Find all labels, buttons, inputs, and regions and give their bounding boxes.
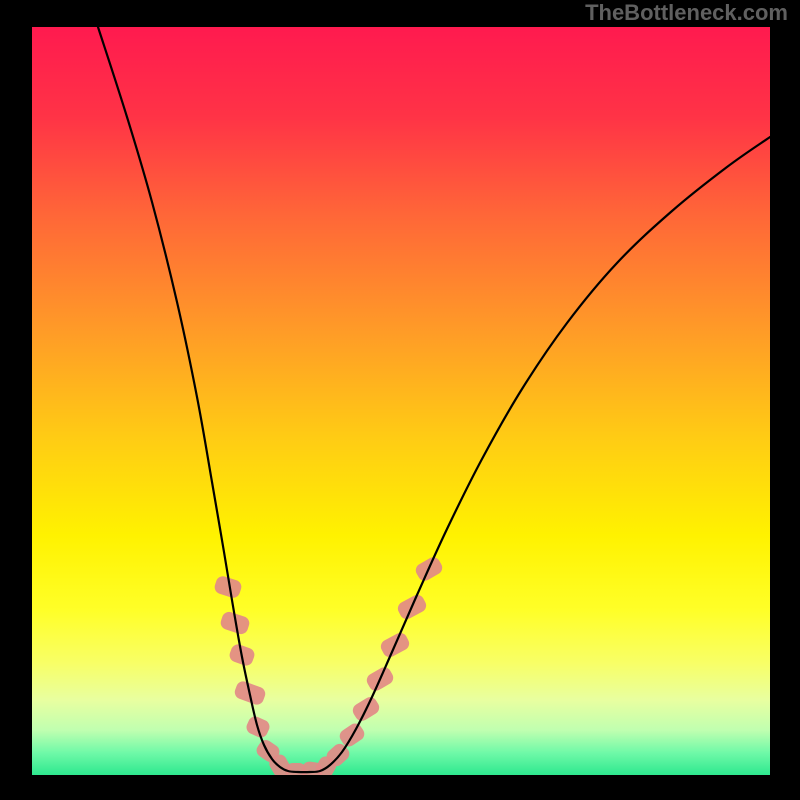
plot-area bbox=[32, 27, 770, 775]
v-curve bbox=[98, 27, 770, 772]
marker-group bbox=[213, 555, 445, 775]
watermark-text: TheBottleneck.com bbox=[585, 0, 788, 26]
curve-layer bbox=[32, 27, 770, 775]
chart-container: TheBottleneck.com bbox=[0, 0, 800, 800]
